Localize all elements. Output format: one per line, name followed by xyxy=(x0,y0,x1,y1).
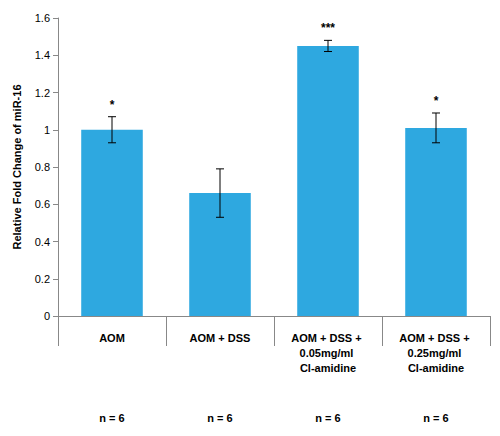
svg-text:n = 6: n = 6 xyxy=(315,412,340,424)
svg-text:Relative Fold Change of miR-16: Relative Fold Change of miR-16 xyxy=(11,84,23,249)
svg-text:0.6: 0.6 xyxy=(35,198,50,210)
svg-text:AOM + DSS: AOM + DSS xyxy=(190,332,251,344)
svg-text:0.25mg/ml: 0.25mg/ml xyxy=(408,347,465,359)
svg-text:*: * xyxy=(110,98,115,112)
svg-text:0: 0 xyxy=(44,310,50,322)
svg-text:***: *** xyxy=(321,21,335,35)
svg-text:1: 1 xyxy=(44,124,50,136)
svg-text:0.4: 0.4 xyxy=(35,236,50,248)
svg-text:Cl-amidine: Cl-amidine xyxy=(408,362,464,374)
svg-text:Cl-amidine: Cl-amidine xyxy=(300,362,356,374)
svg-text:1.6: 1.6 xyxy=(35,12,50,24)
svg-text:AOM: AOM xyxy=(99,332,125,344)
svg-text:1.4: 1.4 xyxy=(35,49,50,61)
svg-text:0.2: 0.2 xyxy=(35,273,50,285)
svg-text:*: * xyxy=(434,94,439,108)
svg-text:n = 6: n = 6 xyxy=(423,412,448,424)
svg-text:0.8: 0.8 xyxy=(35,161,50,173)
svg-text:AOM + DSS +: AOM + DSS + xyxy=(291,332,364,344)
svg-text:AOM + DSS +: AOM + DSS + xyxy=(399,332,472,344)
svg-text:n = 6: n = 6 xyxy=(207,412,232,424)
svg-text:0.05mg/ml: 0.05mg/ml xyxy=(300,347,357,359)
svg-text:n = 6: n = 6 xyxy=(99,412,124,424)
svg-text:1.2: 1.2 xyxy=(35,87,50,99)
